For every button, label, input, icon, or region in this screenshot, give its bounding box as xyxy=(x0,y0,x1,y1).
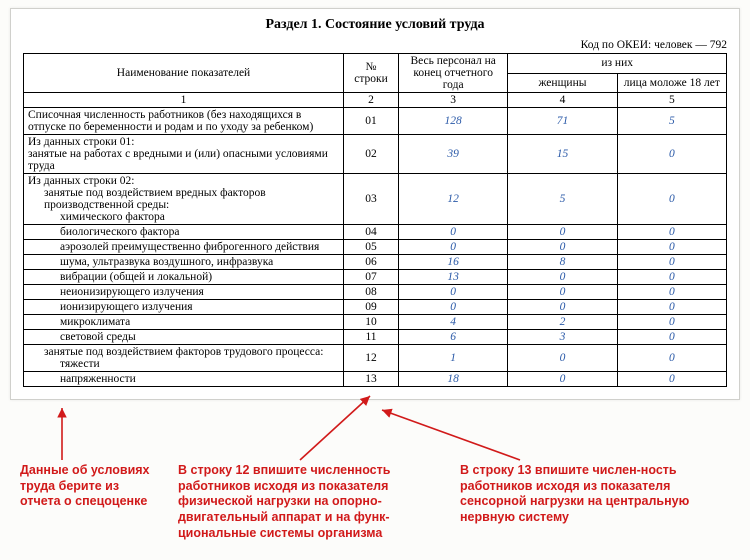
cell-name: микроклимата xyxy=(24,315,344,330)
cell-name: Списочная численность работников (без на… xyxy=(24,108,344,135)
hdr-n4: 4 xyxy=(508,93,617,108)
cell-name: Из данных строки 01:занятые на работах с… xyxy=(24,135,344,174)
cell-rownum: 03 xyxy=(344,174,399,225)
cell-value: 2 xyxy=(508,315,617,330)
table-row: напряженности131800 xyxy=(24,372,727,387)
cell-rownum: 09 xyxy=(344,300,399,315)
cell-rownum: 11 xyxy=(344,330,399,345)
cell-value: 12 xyxy=(399,174,508,225)
cell-value: 0 xyxy=(508,270,617,285)
table-row: занятые под воздействием факторов трудов… xyxy=(24,345,727,372)
callout-row13: В строку 13 впишите числен-ность работни… xyxy=(460,463,715,526)
hdr-name: Наименование показателей xyxy=(24,54,344,93)
table-row: световой среды11630 xyxy=(24,330,727,345)
cell-value: 0 xyxy=(508,345,617,372)
cell-value: 0 xyxy=(617,345,726,372)
cell-name: Из данных строки 02:занятые под воздейст… xyxy=(24,174,344,225)
section-title: Раздел 1. Состояние условий труда xyxy=(23,17,727,33)
cell-name: биологического фактора xyxy=(24,225,344,240)
cell-name: неионизирующего излучения xyxy=(24,285,344,300)
cell-value: 0 xyxy=(617,330,726,345)
cell-value: 0 xyxy=(617,285,726,300)
table-row: шума, ультразвука воздушного, инфразвука… xyxy=(24,255,727,270)
cell-value: 0 xyxy=(617,174,726,225)
cell-name: аэрозолей преимущественно фиброгенного д… xyxy=(24,240,344,255)
table-row: неионизирующего излучения08000 xyxy=(24,285,727,300)
cell-value: 15 xyxy=(508,135,617,174)
conditions-table: Наименование показателей № строки Весь п… xyxy=(23,53,727,387)
cell-value: 39 xyxy=(399,135,508,174)
okei-code-line: Код по ОКЕИ: человек — 792 xyxy=(23,39,727,51)
table-row: аэрозолей преимущественно фиброгенного д… xyxy=(24,240,727,255)
cell-value: 5 xyxy=(508,174,617,225)
cell-value: 0 xyxy=(399,240,508,255)
cell-value: 6 xyxy=(399,330,508,345)
cell-value: 0 xyxy=(617,225,726,240)
arrow-2 xyxy=(300,396,370,460)
cell-value: 128 xyxy=(399,108,508,135)
cell-rownum: 07 xyxy=(344,270,399,285)
cell-rownum: 13 xyxy=(344,372,399,387)
hdr-n5: 5 xyxy=(617,93,726,108)
cell-value: 13 xyxy=(399,270,508,285)
hdr-rownum: № строки xyxy=(344,54,399,93)
cell-rownum: 01 xyxy=(344,108,399,135)
cell-value: 0 xyxy=(508,372,617,387)
hdr-women: женщины xyxy=(508,73,617,93)
report-page: Раздел 1. Состояние условий труда Код по… xyxy=(10,8,740,400)
cell-value: 0 xyxy=(399,300,508,315)
table-row: вибрации (общей и локальной)071300 xyxy=(24,270,727,285)
cell-value: 0 xyxy=(399,285,508,300)
cell-name: напряженности xyxy=(24,372,344,387)
callout-source: Данные об условиях труда берите из отчет… xyxy=(20,463,150,510)
cell-value: 8 xyxy=(508,255,617,270)
cell-value: 0 xyxy=(508,240,617,255)
cell-rownum: 12 xyxy=(344,345,399,372)
cell-value: 0 xyxy=(617,372,726,387)
hdr-n3: 3 xyxy=(399,93,508,108)
cell-value: 0 xyxy=(508,225,617,240)
cell-rownum: 05 xyxy=(344,240,399,255)
cell-value: 4 xyxy=(399,315,508,330)
table-row: микроклимата10420 xyxy=(24,315,727,330)
hdr-n1: 1 xyxy=(24,93,344,108)
table-row: биологического фактора04000 xyxy=(24,225,727,240)
cell-name: вибрации (общей и локальной) xyxy=(24,270,344,285)
cell-value: 0 xyxy=(508,300,617,315)
cell-name: ионизирующего излучения xyxy=(24,300,344,315)
cell-rownum: 04 xyxy=(344,225,399,240)
hdr-n2: 2 xyxy=(344,93,399,108)
cell-value: 0 xyxy=(617,270,726,285)
table-row: Списочная численность работников (без на… xyxy=(24,108,727,135)
arrow-3 xyxy=(382,410,520,460)
cell-value: 16 xyxy=(399,255,508,270)
hdr-under18: лица моложе 18 лет xyxy=(617,73,726,93)
cell-name: шума, ультразвука воздушного, инфразвука xyxy=(24,255,344,270)
cell-rownum: 10 xyxy=(344,315,399,330)
cell-rownum: 02 xyxy=(344,135,399,174)
cell-name: занятые под воздействием факторов трудов… xyxy=(24,345,344,372)
cell-name: световой среды xyxy=(24,330,344,345)
callout-row12: В строку 12 впишите численность работник… xyxy=(178,463,428,541)
table-row: ионизирующего излучения09000 xyxy=(24,300,727,315)
cell-value: 1 xyxy=(399,345,508,372)
cell-value: 0 xyxy=(508,285,617,300)
table-row: Из данных строки 02:занятые под воздейст… xyxy=(24,174,727,225)
cell-value: 71 xyxy=(508,108,617,135)
cell-value: 0 xyxy=(617,135,726,174)
hdr-total: Весь персонал на конец отчетного года xyxy=(399,54,508,93)
cell-value: 0 xyxy=(617,255,726,270)
cell-value: 0 xyxy=(399,225,508,240)
cell-value: 5 xyxy=(617,108,726,135)
table-row: Из данных строки 01:занятые на работах с… xyxy=(24,135,727,174)
hdr-ofthem: из них xyxy=(508,54,727,74)
cell-value: 0 xyxy=(617,300,726,315)
cell-value: 3 xyxy=(508,330,617,345)
table-body: Списочная численность работников (без на… xyxy=(24,108,727,387)
cell-rownum: 08 xyxy=(344,285,399,300)
cell-value: 0 xyxy=(617,315,726,330)
cell-rownum: 06 xyxy=(344,255,399,270)
cell-value: 18 xyxy=(399,372,508,387)
cell-value: 0 xyxy=(617,240,726,255)
